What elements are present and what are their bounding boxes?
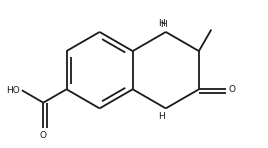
Text: H: H: [158, 19, 165, 28]
Text: O: O: [229, 85, 236, 94]
Text: O: O: [40, 131, 47, 140]
Text: H: H: [161, 20, 167, 29]
Text: H: H: [158, 112, 165, 121]
Text: HO: HO: [6, 86, 20, 95]
